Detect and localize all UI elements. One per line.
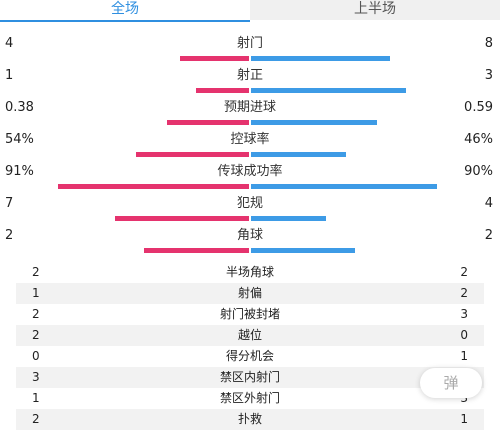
away-bar xyxy=(251,184,437,189)
away-value: 3 xyxy=(460,307,468,321)
away-value: 0.59 xyxy=(464,100,493,115)
away-bar xyxy=(251,152,346,157)
away-value: 90% xyxy=(464,164,493,179)
stat-row: 7 犯规 4 xyxy=(0,195,500,227)
home-value: 1 xyxy=(5,68,14,83)
home-value: 2 xyxy=(32,412,40,426)
stat-row: 54% 控球率 46% xyxy=(0,131,500,163)
away-bar xyxy=(251,88,406,93)
tab-first-half[interactable]: 上半场 xyxy=(250,0,500,20)
away-value: 2 xyxy=(460,286,468,300)
away-value: 3 xyxy=(484,68,493,83)
home-bar xyxy=(144,248,249,253)
table-row: 2 射门被封堵 3 xyxy=(16,304,484,325)
home-value: 0 xyxy=(32,349,40,363)
stat-label: 扑救 xyxy=(237,412,262,426)
away-value: 3 xyxy=(460,391,468,405)
stat-row: 91% 传球成功率 90% xyxy=(0,163,500,195)
table-row: 1 禁区外射门 3 xyxy=(16,388,484,409)
away-bar xyxy=(251,216,326,221)
away-value: 1 xyxy=(460,349,468,363)
away-bar xyxy=(251,120,377,125)
stat-label: 预期进球 xyxy=(223,100,276,115)
stat-label: 射门被封堵 xyxy=(219,307,280,321)
period-tabs: 全场 上半场 xyxy=(0,0,500,22)
home-bar xyxy=(180,56,249,61)
away-value: 2 xyxy=(484,228,493,243)
stat-label: 得分机会 xyxy=(225,349,274,363)
away-value: 4 xyxy=(484,196,493,211)
stat-row: 4 射门 8 xyxy=(0,35,500,67)
home-value: 1 xyxy=(32,391,40,405)
home-bar xyxy=(136,152,249,157)
home-value: 2 xyxy=(32,307,40,321)
home-value: 91% xyxy=(5,164,34,179)
away-value: 0 xyxy=(460,328,468,342)
stat-row: 0.38 预期进球 0.59 xyxy=(0,99,500,131)
stat-row: 1 射正 3 xyxy=(0,67,500,99)
stat-label: 禁区外射门 xyxy=(219,391,280,405)
home-value: 2 xyxy=(32,265,40,279)
table-row: 1 射偏 2 xyxy=(16,283,484,304)
stat-label: 传球成功率 xyxy=(217,164,283,179)
home-value: 2 xyxy=(5,228,14,243)
home-value: 7 xyxy=(5,196,14,211)
active-tab-indicator xyxy=(0,20,250,22)
home-value: 2 xyxy=(32,328,40,342)
away-value: 1 xyxy=(460,412,468,426)
tab-full-match[interactable]: 全场 xyxy=(111,1,139,17)
stat-label: 半场角球 xyxy=(225,265,274,279)
danmaku-button[interactable]: 弹 xyxy=(420,368,482,398)
stat-label: 射正 xyxy=(236,68,263,83)
table-row: 2 越位 0 xyxy=(16,325,484,346)
home-bar xyxy=(58,184,249,189)
stat-label: 越位 xyxy=(237,328,262,342)
away-value: 46% xyxy=(464,132,493,147)
home-bar xyxy=(196,88,249,93)
home-value: 54% xyxy=(5,132,34,147)
stat-row: 2 角球 2 xyxy=(0,227,500,259)
home-bar xyxy=(167,120,249,125)
home-value: 0.38 xyxy=(5,100,34,115)
stat-label: 禁区内射门 xyxy=(219,370,280,384)
home-value: 4 xyxy=(5,36,14,51)
home-value: 3 xyxy=(32,370,40,384)
stat-label: 控球率 xyxy=(230,132,270,147)
stat-label: 角球 xyxy=(236,228,263,243)
detail-stats-table: 2 半场角球 2 1 射偏 2 2 射门被封堵 3 2 越位 0 0 得分机会 1 3 禁区内射门 1 禁区外射门 3… xyxy=(16,262,484,430)
table-row: 3 禁区内射门 xyxy=(16,367,484,388)
away-bar xyxy=(251,56,390,61)
away-value: 2 xyxy=(460,265,468,279)
stat-label: 射偏 xyxy=(237,286,262,300)
table-row: 2 扑救 1 xyxy=(16,409,484,430)
home-bar xyxy=(115,216,249,221)
table-row: 0 得分机会 1 xyxy=(16,346,484,367)
stat-label: 射门 xyxy=(236,36,263,51)
table-row: 2 半场角球 2 xyxy=(16,262,484,283)
home-value: 1 xyxy=(32,286,40,300)
away-value: 8 xyxy=(484,36,493,51)
stat-label: 犯规 xyxy=(236,196,263,211)
away-bar xyxy=(251,248,355,253)
